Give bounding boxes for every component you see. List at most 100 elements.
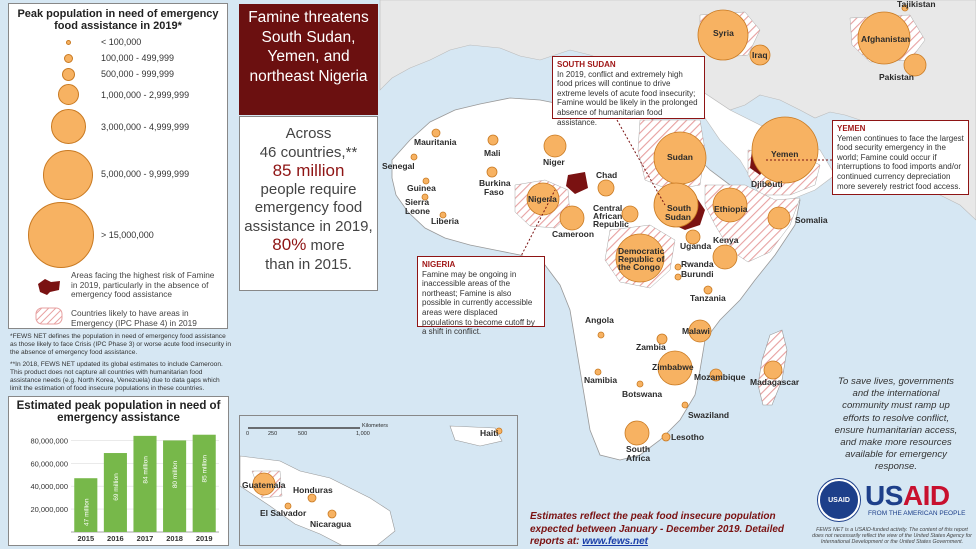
label-zimbabwe: Zimbabwe	[652, 362, 694, 372]
label-liberia: Liberia	[431, 216, 459, 226]
label-angola: Angola	[585, 315, 614, 325]
legend-bubble-4	[58, 84, 79, 105]
label-iraq: Iraq	[752, 50, 768, 60]
label-mali: Mali	[484, 148, 501, 158]
legend-bubble-2	[64, 54, 73, 63]
usaid-wordmark-aid: AID	[902, 480, 950, 511]
legend-size-5: 3,000,000 - 4,999,999	[101, 122, 190, 132]
label-madagascar: Madagascar	[750, 377, 800, 387]
callout-south-sudan-text: In 2019, conflict and extremely high foo…	[557, 69, 698, 127]
callout-yemen: YEMEN Yemen continues to face the larges…	[832, 120, 969, 195]
bubble-south-sudan	[653, 182, 699, 228]
label-south: South	[667, 203, 691, 213]
bar-2018	[163, 440, 187, 532]
inset-hispaniola	[449, 425, 503, 447]
bubble-zambia	[656, 333, 668, 345]
bubble-rwanda	[674, 263, 682, 271]
label-syria: Syria	[713, 28, 734, 38]
legend-bubble-1	[66, 40, 71, 45]
label-south-africa2: Africa	[626, 453, 650, 463]
inset-scale-tick-0: 0	[246, 431, 249, 437]
label-south-africa1: South	[626, 444, 650, 454]
bubble-kenya	[712, 244, 738, 270]
inset-bubble-haiti	[495, 427, 503, 435]
bubble-niger	[543, 134, 567, 158]
callout-south-sudan: SOUTH SUDAN In 2019, conflict and extrem…	[552, 56, 705, 127]
estimates-note: Estimates reflect the peak food insecure…	[530, 511, 820, 549]
label-senegal: Senegal	[382, 161, 415, 171]
inset-label-honduras: Honduras	[293, 485, 333, 495]
x-tick-label: 2017	[137, 534, 154, 543]
footnote-2: **In 2018, FEWS NET updated its global e…	[10, 361, 223, 392]
label-djibouti: Djibouti	[751, 179, 783, 189]
bar-value-label: 84 million	[143, 456, 150, 484]
stats-line5: than in 2015.	[265, 255, 352, 273]
label-ethiopia: Ethiopia	[714, 204, 748, 214]
inset-bubble-honduras	[307, 493, 317, 503]
label-drc2: Republic of	[618, 254, 664, 264]
legend-size-1: < 100,000	[101, 37, 142, 47]
label-burundi: Burundi	[681, 269, 714, 279]
label-guinea: Guinea	[407, 183, 436, 193]
stats-panel: Across 46 countries,** 85 million people…	[239, 116, 378, 291]
inset-scale-tick-2: 500	[298, 431, 307, 437]
label-namibia: Namibia	[584, 375, 617, 385]
bubble-namibia	[594, 368, 602, 376]
inset-scale-tick-3: 1,000	[356, 431, 370, 437]
bubble-mauritania	[431, 128, 441, 138]
stats-line1: Across	[285, 125, 332, 142]
bar-value-label: 80 million	[172, 460, 179, 488]
bubble-botswana	[636, 380, 644, 388]
bubble-zimbabwe	[657, 350, 693, 386]
inset-svg: 0 250 500 1,000 Kilometers Haiti Guatema…	[240, 423, 503, 545]
callout-nigeria-title: NIGERIA	[422, 260, 456, 269]
bubble-nigeria	[526, 182, 560, 216]
label-somalia: Somalia	[795, 215, 828, 225]
label-cameroon: Cameroon	[552, 229, 594, 239]
inset-label-nicaragua: Nicaragua	[310, 519, 351, 529]
bubble-senegal	[410, 153, 418, 161]
label-tajikistan: Tajikistan	[897, 0, 936, 9]
label-car2: African	[593, 211, 622, 221]
bubble-iraq	[749, 44, 771, 66]
bubble-malawi	[688, 319, 712, 343]
inset-map-central-america: 0 250 500 1,000 Kilometers Haiti Guatema…	[239, 415, 518, 546]
bubble-somalia	[767, 206, 791, 230]
callout-south-sudan-title: SOUTH SUDAN	[557, 60, 616, 69]
bar-value-label: 47 million	[83, 498, 90, 526]
y-tick-label: 60,000,000	[30, 459, 68, 468]
bar-chart-panel: Estimated peak population in need of eme…	[8, 396, 229, 546]
label-pakistan: Pakistan	[879, 72, 914, 82]
legend: Peak population in need of emergency foo…	[8, 3, 228, 329]
label-car1: Central	[593, 203, 622, 213]
bubble-liberia	[439, 211, 447, 219]
label-leone: Leone	[405, 206, 430, 216]
bubble-yemen	[751, 116, 819, 184]
bubble-pakistan	[903, 53, 927, 77]
label-rwanda: Rwanda	[681, 259, 714, 269]
y-tick-label: 40,000,000	[30, 482, 68, 491]
bubble-cameroon	[559, 205, 585, 231]
headline: Famine threatens South Sudan, Yemen, and…	[239, 4, 378, 115]
estimates-detail: Detailed reports at:	[530, 523, 785, 548]
y-tick-label: 80,000,000	[30, 436, 68, 445]
label-malawi: Malawi	[682, 326, 710, 336]
legend-bubble-5	[51, 109, 86, 144]
legend-bubble-3	[62, 68, 75, 81]
fews-link[interactable]: www.fews.net	[582, 536, 648, 547]
usaid-wordmark: USAID	[865, 480, 950, 512]
label-tanzania: Tanzania	[690, 293, 726, 303]
inset-label-haiti: Haiti	[480, 428, 498, 438]
bubble-uganda	[685, 229, 701, 245]
bubble-mozambique	[709, 368, 723, 382]
bubble-ethiopia	[712, 187, 748, 223]
inset-bubble-guatemala	[252, 472, 276, 496]
bubble-tanzania	[703, 285, 713, 295]
fews-disclaimer: FEWS NET is a USAID-funded activity. The…	[812, 527, 972, 546]
emergency-label: Countries likely to have areas in Emerge…	[71, 308, 197, 328]
usaid-seal-logo: USAID	[818, 479, 860, 521]
x-tick-label: 2015	[77, 534, 94, 543]
bubble-lesotho	[661, 432, 671, 442]
country-labels: Tajikistan Syria Iraq Afghanistan Pakist…	[382, 0, 936, 463]
